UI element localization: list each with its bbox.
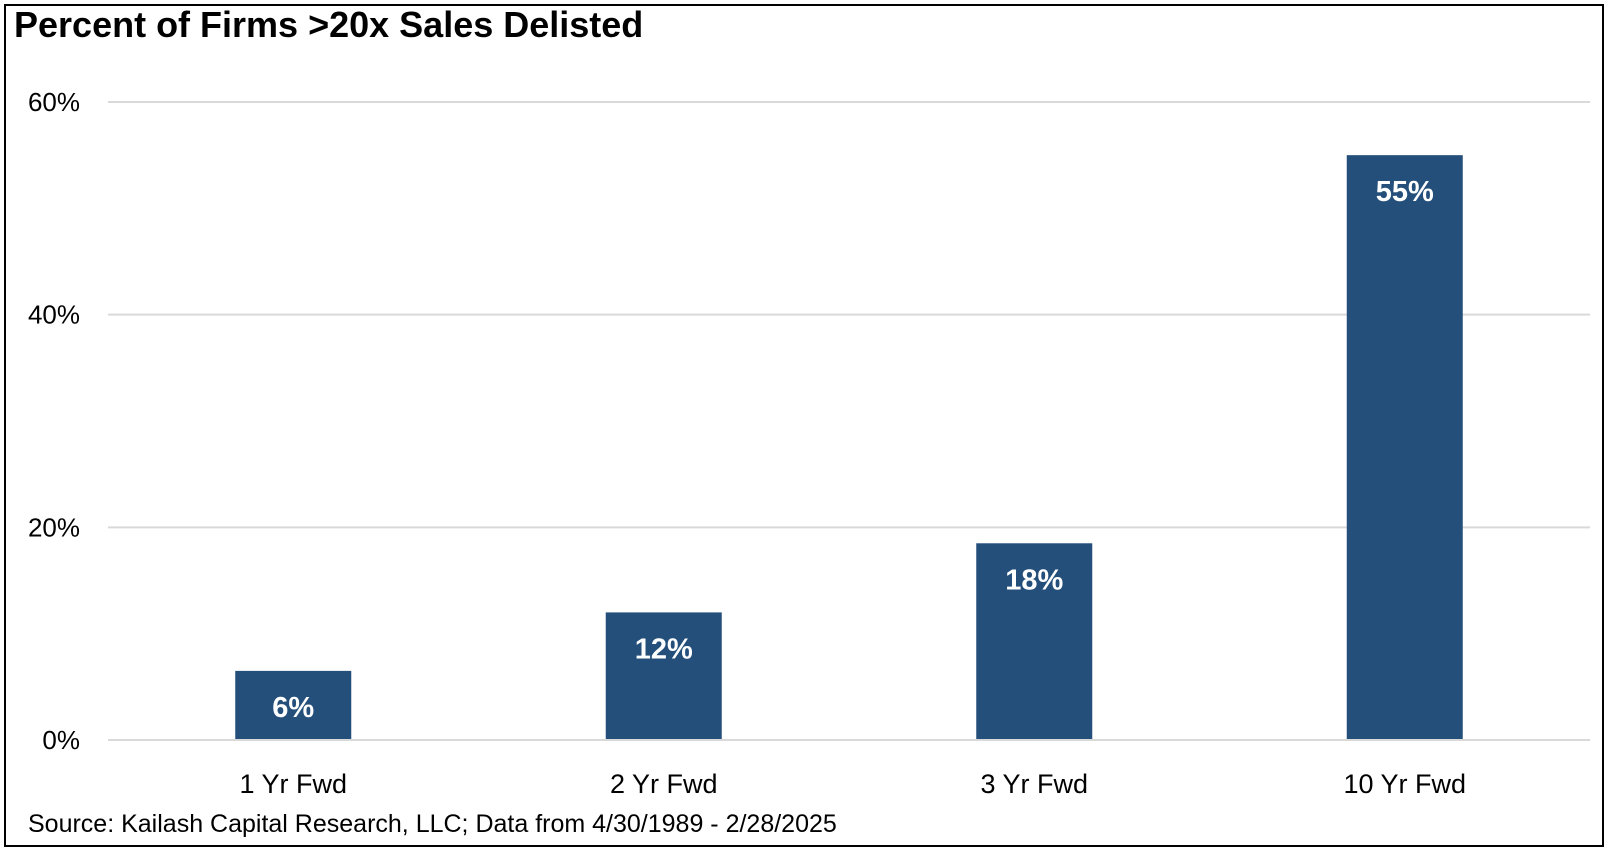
y-tick-label: 40% xyxy=(28,300,80,330)
bars xyxy=(235,155,1463,740)
category-label: 1 Yr Fwd xyxy=(239,769,347,799)
source-note: Source: Kailash Capital Research, LLC; D… xyxy=(28,810,837,838)
bar xyxy=(235,670,352,740)
y-tick-label: 20% xyxy=(28,512,80,542)
data-labels: 6% 12% 18% 55% xyxy=(272,176,1434,724)
y-tick-label: 60% xyxy=(28,87,80,117)
bar xyxy=(1346,155,1463,740)
category-label: 3 Yr Fwd xyxy=(980,769,1088,799)
chart-title: Percent of Firms >20x Sales Delisted xyxy=(14,4,644,45)
y-axis-tick-labels: 0% 20% 40% 60% xyxy=(28,87,80,755)
x-axis-category-labels: 1 Yr Fwd 2 Yr Fwd 3 Yr Fwd 10 Yr Fwd xyxy=(239,769,1466,799)
data-label: 6% xyxy=(272,692,314,724)
category-label: 10 Yr Fwd xyxy=(1343,769,1466,799)
data-label: 18% xyxy=(1005,564,1063,596)
data-label: 12% xyxy=(635,633,693,665)
bar xyxy=(976,543,1093,740)
y-tick-label: 0% xyxy=(42,725,80,755)
data-label: 55% xyxy=(1376,176,1434,208)
bar xyxy=(605,612,722,740)
category-label: 2 Yr Fwd xyxy=(610,769,718,799)
